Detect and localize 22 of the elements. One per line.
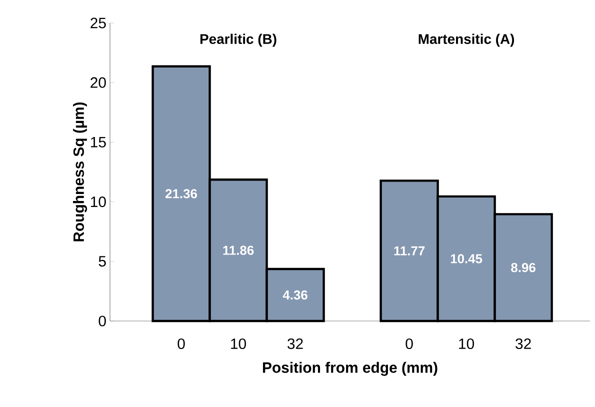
data-label: 21.36	[166, 189, 197, 198]
data-label: 10.45	[450, 254, 482, 264]
x-axis-title: Position from edge (mm)	[262, 362, 438, 376]
data-label: 11.86	[223, 246, 254, 255]
x-tick-label: 0	[406, 338, 413, 350]
y-tick-label: 15	[91, 136, 106, 148]
y-tick-label: 25	[90, 18, 106, 28]
y-tick-label: 5	[98, 256, 106, 267]
y-tick-label: 0	[98, 316, 106, 326]
x-tick-label: 32	[516, 338, 531, 350]
x-tick-label: 32	[288, 338, 303, 350]
x-tick-label: 0	[178, 338, 185, 350]
annotation: Martensitic (A)	[418, 34, 514, 47]
data-label: 11.77	[394, 246, 425, 256]
y-axis-title: Roughness Sq (µm)	[73, 102, 88, 242]
annotation: Pearlitic (B)	[200, 34, 276, 47]
data-label: 4.36	[282, 290, 308, 300]
x-tick-label: 10	[231, 338, 246, 350]
data-label: 8.96	[511, 263, 536, 272]
y-tick-label: 20	[90, 77, 106, 88]
x-tick-label: 10	[459, 338, 474, 350]
y-tick-label: 10	[91, 196, 106, 208]
